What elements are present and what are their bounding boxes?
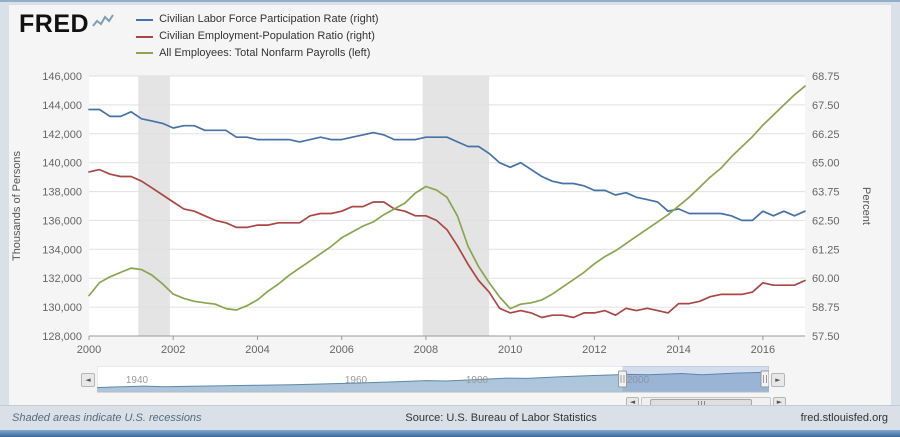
recession-band: [422, 76, 490, 336]
legend-label: Civilian Employment-Population Ratio (ri…: [159, 29, 375, 42]
svg-text:2008: 2008: [414, 344, 438, 355]
fred-site-link[interactable]: fred.stlouisfed.org: [800, 412, 888, 424]
bottom-border: [0, 430, 900, 437]
navigator-year-labels: 1940 1960 1980 2000: [126, 375, 650, 386]
svg-text:67.50: 67.50: [812, 100, 840, 112]
recession-band: [138, 76, 170, 336]
source-text: Source: U.S. Bureau of Labor Statistics: [405, 412, 597, 424]
svg-text:130,000: 130,000: [42, 302, 82, 314]
svg-text:1980: 1980: [466, 375, 489, 386]
svg-text:1940: 1940: [126, 375, 149, 386]
svg-text:2000: 2000: [77, 344, 101, 355]
svg-text:65.00: 65.00: [812, 158, 840, 170]
svg-text:2016: 2016: [751, 344, 775, 355]
left-axis-title: Thousands of Persons: [11, 150, 23, 261]
svg-text:57.50: 57.50: [812, 331, 840, 343]
fred-logo[interactable]: FRED: [19, 12, 116, 37]
footer: Shaded areas indicate U.S. recessions So…: [0, 405, 900, 430]
svg-text:2010: 2010: [498, 344, 522, 355]
svg-text:63.75: 63.75: [812, 187, 840, 199]
svg-text:140,000: 140,000: [42, 158, 82, 170]
svg-text:2000: 2000: [627, 375, 650, 386]
right-axis-title: Percent: [860, 187, 872, 225]
right-axis-labels: 57.50 58.75 60.00 61.25 62.50 63.75 65.00 66.25…: [812, 71, 840, 343]
legend-label: All Employees: Total Nonfarm Payrolls (l…: [159, 46, 371, 59]
svg-text:142,000: 142,000: [42, 129, 82, 141]
series-lines[interactable]: [88, 85, 806, 319]
series-labor-force-participation-rate[interactable]: [88, 108, 806, 222]
svg-text:60.00: 60.00: [812, 273, 840, 285]
svg-text:138,000: 138,000: [42, 187, 82, 199]
range-navigator[interactable]: 1940 1960 1980 2000: [97, 366, 769, 394]
legend-swatch-red: [136, 35, 154, 38]
svg-text:2006: 2006: [329, 344, 353, 355]
svg-text:128,000: 128,000: [42, 331, 82, 343]
navigator-left-handle[interactable]: [618, 370, 627, 388]
svg-text:2002: 2002: [161, 344, 185, 355]
svg-text:2004: 2004: [245, 344, 269, 355]
svg-text:62.50: 62.50: [812, 215, 840, 227]
svg-text:134,000: 134,000: [42, 244, 82, 256]
top-border: [0, 0, 900, 2]
navigator-area: [97, 371, 769, 392]
svg-text:58.75: 58.75: [812, 302, 840, 314]
graph-card: FRED Civilian Labor Force Participation …: [8, 4, 892, 412]
series-employment-population-ratio[interactable]: [88, 168, 806, 319]
legend-item-nonfarm-payrolls[interactable]: All Employees: Total Nonfarm Payrolls (l…: [136, 47, 378, 61]
svg-text:2014: 2014: [666, 344, 690, 355]
main-chart[interactable]: 128,000 130,000 132,000 134,000 136,000 138,0…: [9, 57, 889, 356]
fred-sparkline-icon: [92, 13, 114, 27]
series-total-nonfarm-payrolls[interactable]: [88, 85, 806, 311]
legend-swatch-olive: [136, 52, 154, 55]
legend-swatch-blue: [136, 18, 154, 21]
navigator-selected-range[interactable]: [622, 366, 770, 392]
svg-text:136,000: 136,000: [42, 215, 82, 227]
svg-text:68.75: 68.75: [812, 71, 840, 83]
legend-item-labor-force-participation[interactable]: Civilian Labor Force Participation Rate …: [136, 13, 379, 27]
graph-header: FRED Civilian Labor Force Participation …: [9, 5, 891, 61]
range-navigator-row: ◄ 1940 1960 1980 2000 ►: [81, 366, 891, 394]
chart-legend: Civilian Labor Force Participation Rate …: [136, 12, 379, 61]
left-axis-labels: 128,000 130,000 132,000 134,000 136,000 138,0…: [42, 71, 82, 343]
navigator-left-arrow-button[interactable]: ◄: [81, 373, 95, 387]
main-chart-area: 128,000 130,000 132,000 134,000 136,000 138,0…: [9, 57, 891, 360]
svg-text:144,000: 144,000: [42, 100, 82, 112]
legend-label: Civilian Labor Force Participation Rate …: [159, 13, 379, 25]
x-axis-labels: 2000 2002 2004 2006 2008 2010 2012 2014 2016: [77, 335, 805, 356]
fred-logo-text: FRED: [19, 10, 90, 38]
svg-text:132,000: 132,000: [42, 273, 82, 285]
navigator-right-arrow-button[interactable]: ►: [771, 373, 785, 387]
svg-text:66.25: 66.25: [812, 129, 840, 141]
navigator-right-handle[interactable]: [760, 370, 769, 388]
recession-note: Shaded areas indicate U.S. recessions: [12, 412, 202, 424]
legend-item-employment-population[interactable]: Civilian Employment-Population Ratio (ri…: [136, 30, 378, 44]
svg-text:1960: 1960: [345, 375, 368, 386]
svg-text:2012: 2012: [582, 344, 606, 355]
svg-text:61.25: 61.25: [812, 244, 840, 256]
svg-text:146,000: 146,000: [42, 71, 82, 83]
